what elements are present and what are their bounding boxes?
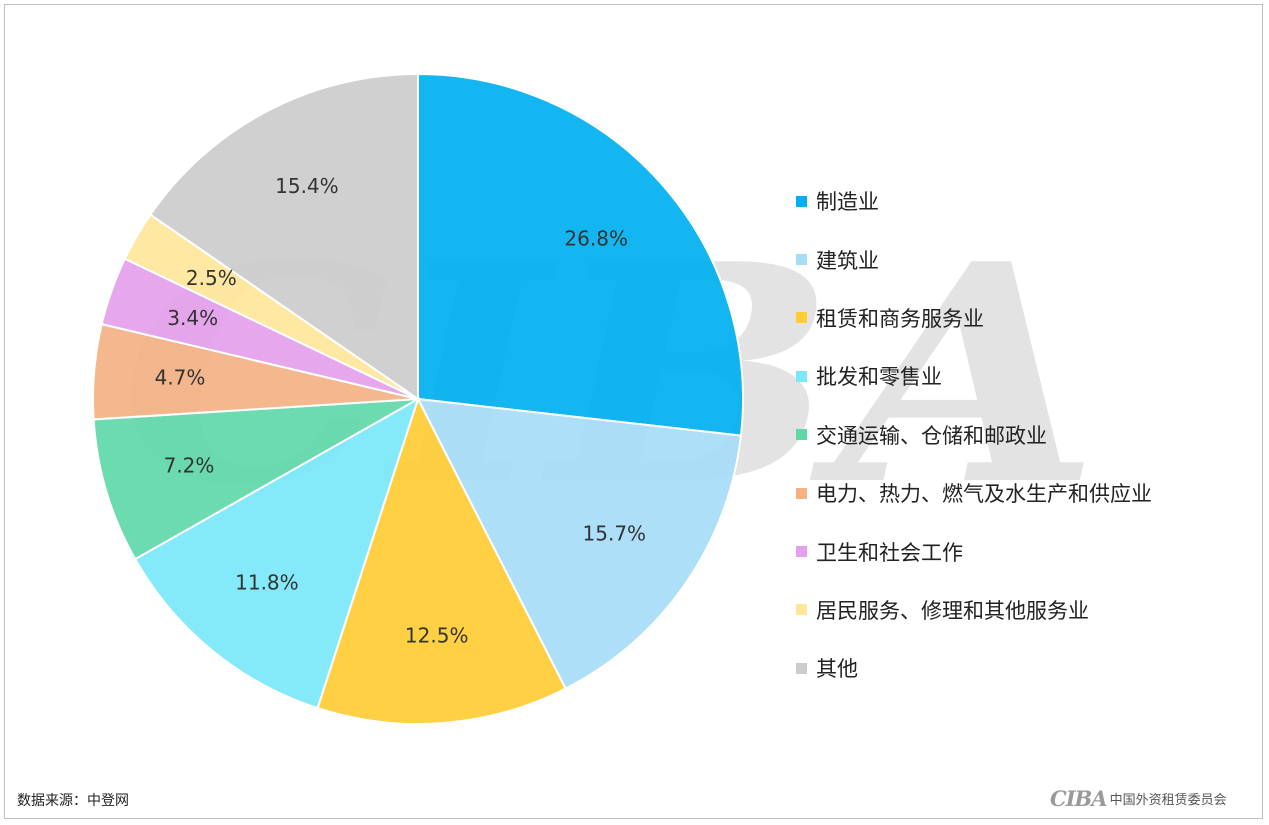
legend-label: 电力、热力、燃气及水生产和供应业	[816, 482, 1152, 507]
legend-item: 其他	[796, 639, 1152, 697]
slice-label-2: 12.5%	[405, 624, 469, 648]
pie-slice-4	[92, 398, 419, 561]
legend-label: 批发和零售业	[816, 365, 942, 390]
legend-item: 制造业	[796, 172, 1152, 230]
slice-label-4: 7.2%	[164, 454, 215, 478]
slice-label-0: 26.8%	[564, 226, 628, 250]
legend-item: 建筑业	[796, 230, 1152, 288]
legend-item: 租赁和商务服务业	[796, 289, 1152, 347]
data-source-note: 数据来源：中登网	[17, 793, 129, 809]
slice-label-6: 3.4%	[167, 306, 218, 330]
slice-label-7: 2.5%	[186, 266, 237, 290]
brand-logo: CIBA	[1050, 786, 1108, 811]
legend-label: 其他	[816, 657, 858, 682]
slice-label-8: 15.4%	[275, 174, 339, 198]
legend-item: 卫生和社会工作	[796, 522, 1152, 580]
pie-slice-8	[148, 72, 419, 401]
legend-label: 建筑业	[816, 248, 879, 273]
brand-name: 中国外资租赁委员会	[1109, 793, 1227, 808]
pie-slice-2	[316, 396, 567, 725]
chart-legend: 制造业建筑业租赁和商务服务业 批发和零售业交通运输、仓储和邮政业电力、热力、燃气及…	[796, 172, 1152, 698]
legend-swatch	[796, 662, 807, 674]
legend-swatch	[796, 604, 807, 616]
legend-label: 居民服务、修理和其他服务业	[816, 598, 1089, 623]
legend-label: 制造业	[816, 190, 879, 215]
legend-item: 电力、热力、燃气及水生产和供应业	[796, 464, 1152, 522]
slice-label-3: 11.8%	[235, 571, 299, 595]
legend-label: 交通运输、仓储和邮政业	[816, 423, 1047, 448]
legend-swatch	[796, 370, 807, 382]
legend-swatch	[796, 429, 807, 441]
legend-swatch	[796, 487, 807, 499]
slice-label-1: 15.7%	[583, 522, 647, 546]
legend-swatch	[796, 312, 807, 324]
brand-footer: CIBA 中国外资租赁委员会	[1050, 786, 1227, 811]
pie-slice-1	[416, 397, 743, 690]
legend-item: 居民服务、修理和其他服务业	[796, 581, 1152, 639]
pie-slice-0	[417, 72, 744, 437]
legend-swatch	[796, 254, 807, 266]
pie-slice-3	[133, 396, 420, 710]
legend-item: 交通运输、仓储和邮政业	[796, 406, 1152, 464]
legend-item: 批发和零售业	[796, 347, 1152, 405]
legend-swatch	[796, 195, 807, 207]
legend-swatch	[796, 546, 807, 558]
legend-label: 卫生和社会工作	[816, 540, 963, 565]
slice-label-5: 4.7%	[155, 365, 206, 389]
legend-label: 租赁和商务服务业	[816, 306, 984, 331]
